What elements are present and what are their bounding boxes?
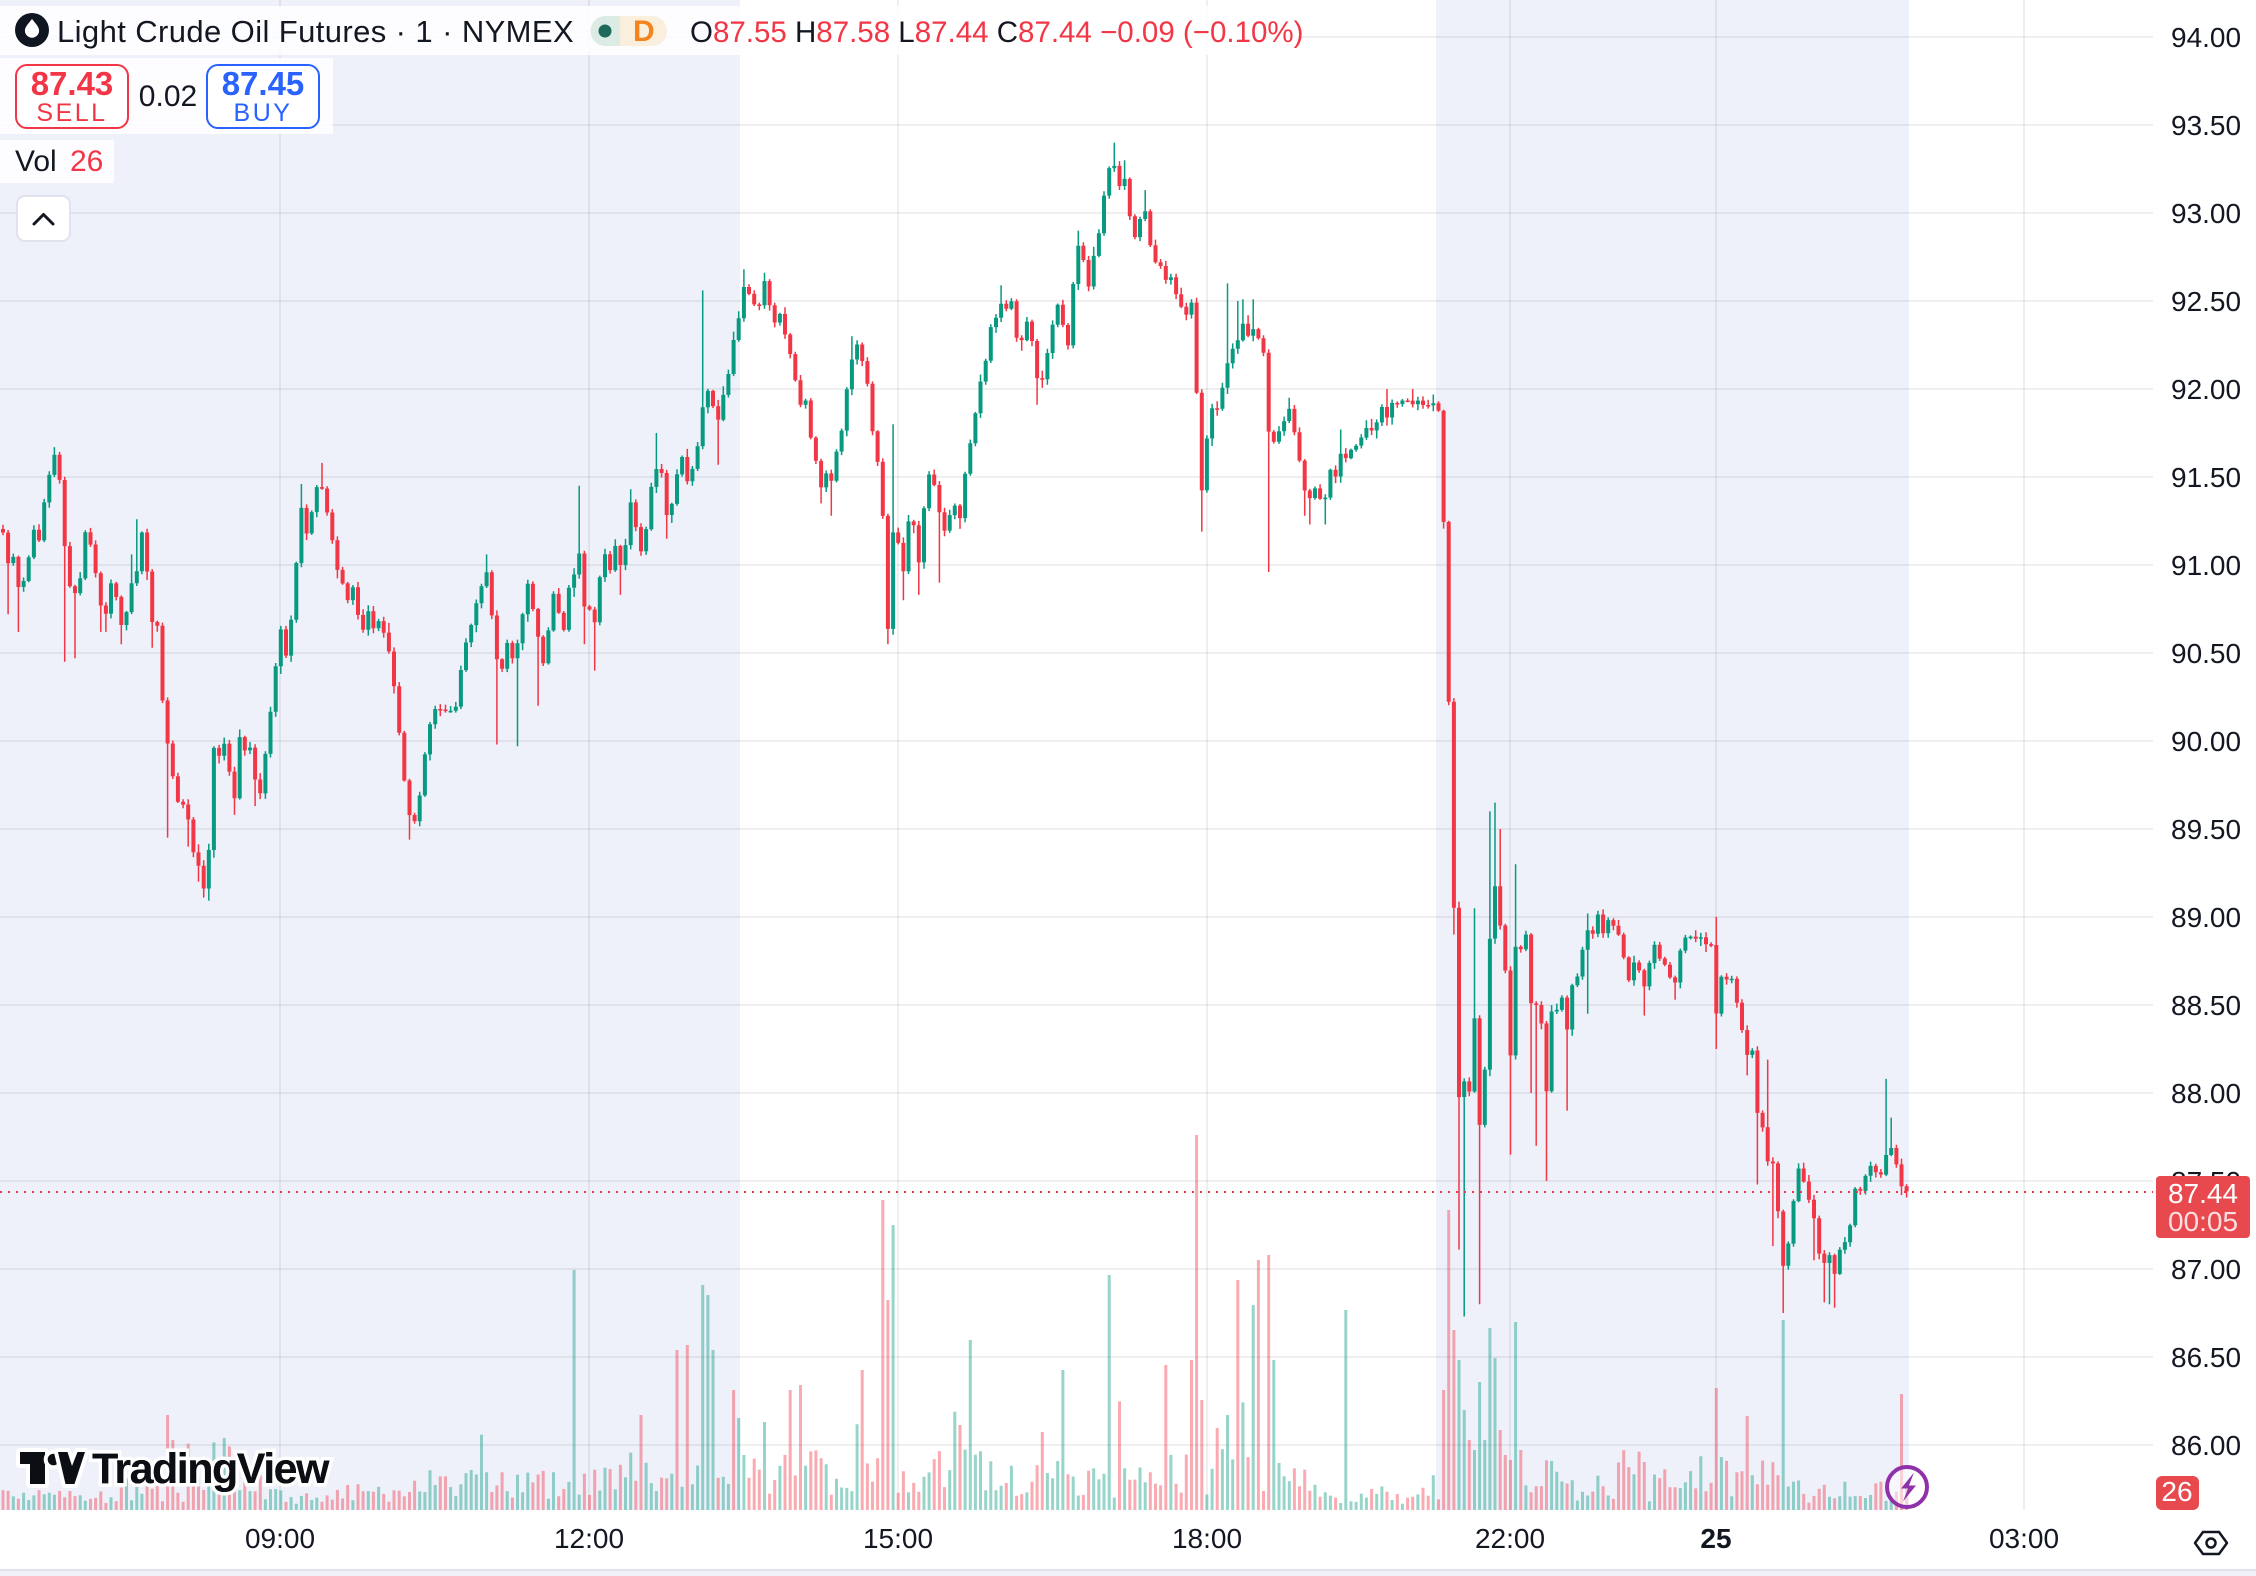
svg-text:89.00: 89.00 — [2171, 902, 2241, 933]
svg-text:26: 26 — [2161, 1476, 2192, 1507]
svg-text:91.00: 91.00 — [2171, 550, 2241, 581]
svg-text:0.02: 0.02 — [139, 80, 197, 113]
svg-text:86.00: 86.00 — [2171, 1430, 2241, 1461]
svg-text:SELL: SELL — [36, 99, 107, 127]
svg-text:25: 25 — [1700, 1523, 1731, 1554]
svg-text:90.50: 90.50 — [2171, 638, 2241, 669]
svg-text:88.00: 88.00 — [2171, 1078, 2241, 1109]
svg-text:TradingView: TradingView — [92, 1445, 330, 1493]
svg-text:TradingView: TradingView — [92, 1445, 330, 1493]
svg-text:92.50: 92.50 — [2171, 286, 2241, 317]
svg-text:87.44: 87.44 — [2168, 1178, 2238, 1209]
svg-text:18:00: 18:00 — [1172, 1523, 1242, 1554]
svg-text:12:00: 12:00 — [554, 1523, 624, 1554]
svg-text:87.43: 87.43 — [31, 65, 114, 102]
svg-text:92.00: 92.00 — [2171, 374, 2241, 405]
svg-text:O87.55 H87.58 L87.44 C87.44 −0: O87.55 H87.58 L87.44 C87.44 −0.09 (−0.10… — [690, 16, 1303, 49]
svg-text:00:05: 00:05 — [2168, 1206, 2238, 1237]
svg-text:15:00: 15:00 — [863, 1523, 933, 1554]
svg-text:87.45: 87.45 — [222, 65, 305, 102]
svg-text:88.50: 88.50 — [2171, 990, 2241, 1021]
svg-text:93.50: 93.50 — [2171, 110, 2241, 141]
svg-text:94.00: 94.00 — [2171, 22, 2241, 53]
svg-text:86.50: 86.50 — [2171, 1342, 2241, 1373]
svg-text:D: D — [633, 15, 655, 48]
svg-text:26: 26 — [70, 145, 103, 178]
svg-text:87.00: 87.00 — [2171, 1254, 2241, 1285]
svg-text:89.50: 89.50 — [2171, 814, 2241, 845]
svg-text:93.00: 93.00 — [2171, 198, 2241, 229]
svg-text:Vol: Vol — [15, 145, 57, 178]
svg-text:BUY: BUY — [234, 99, 293, 127]
svg-text:09:00: 09:00 — [245, 1523, 315, 1554]
svg-text:90.00: 90.00 — [2171, 726, 2241, 757]
svg-text:91.50: 91.50 — [2171, 462, 2241, 493]
svg-text:22:00: 22:00 — [1475, 1523, 1545, 1554]
svg-text:Light Crude Oil Futures · 1 ·: Light Crude Oil Futures · 1 · NYMEX — [57, 14, 574, 49]
svg-text:03:00: 03:00 — [1989, 1523, 2059, 1554]
